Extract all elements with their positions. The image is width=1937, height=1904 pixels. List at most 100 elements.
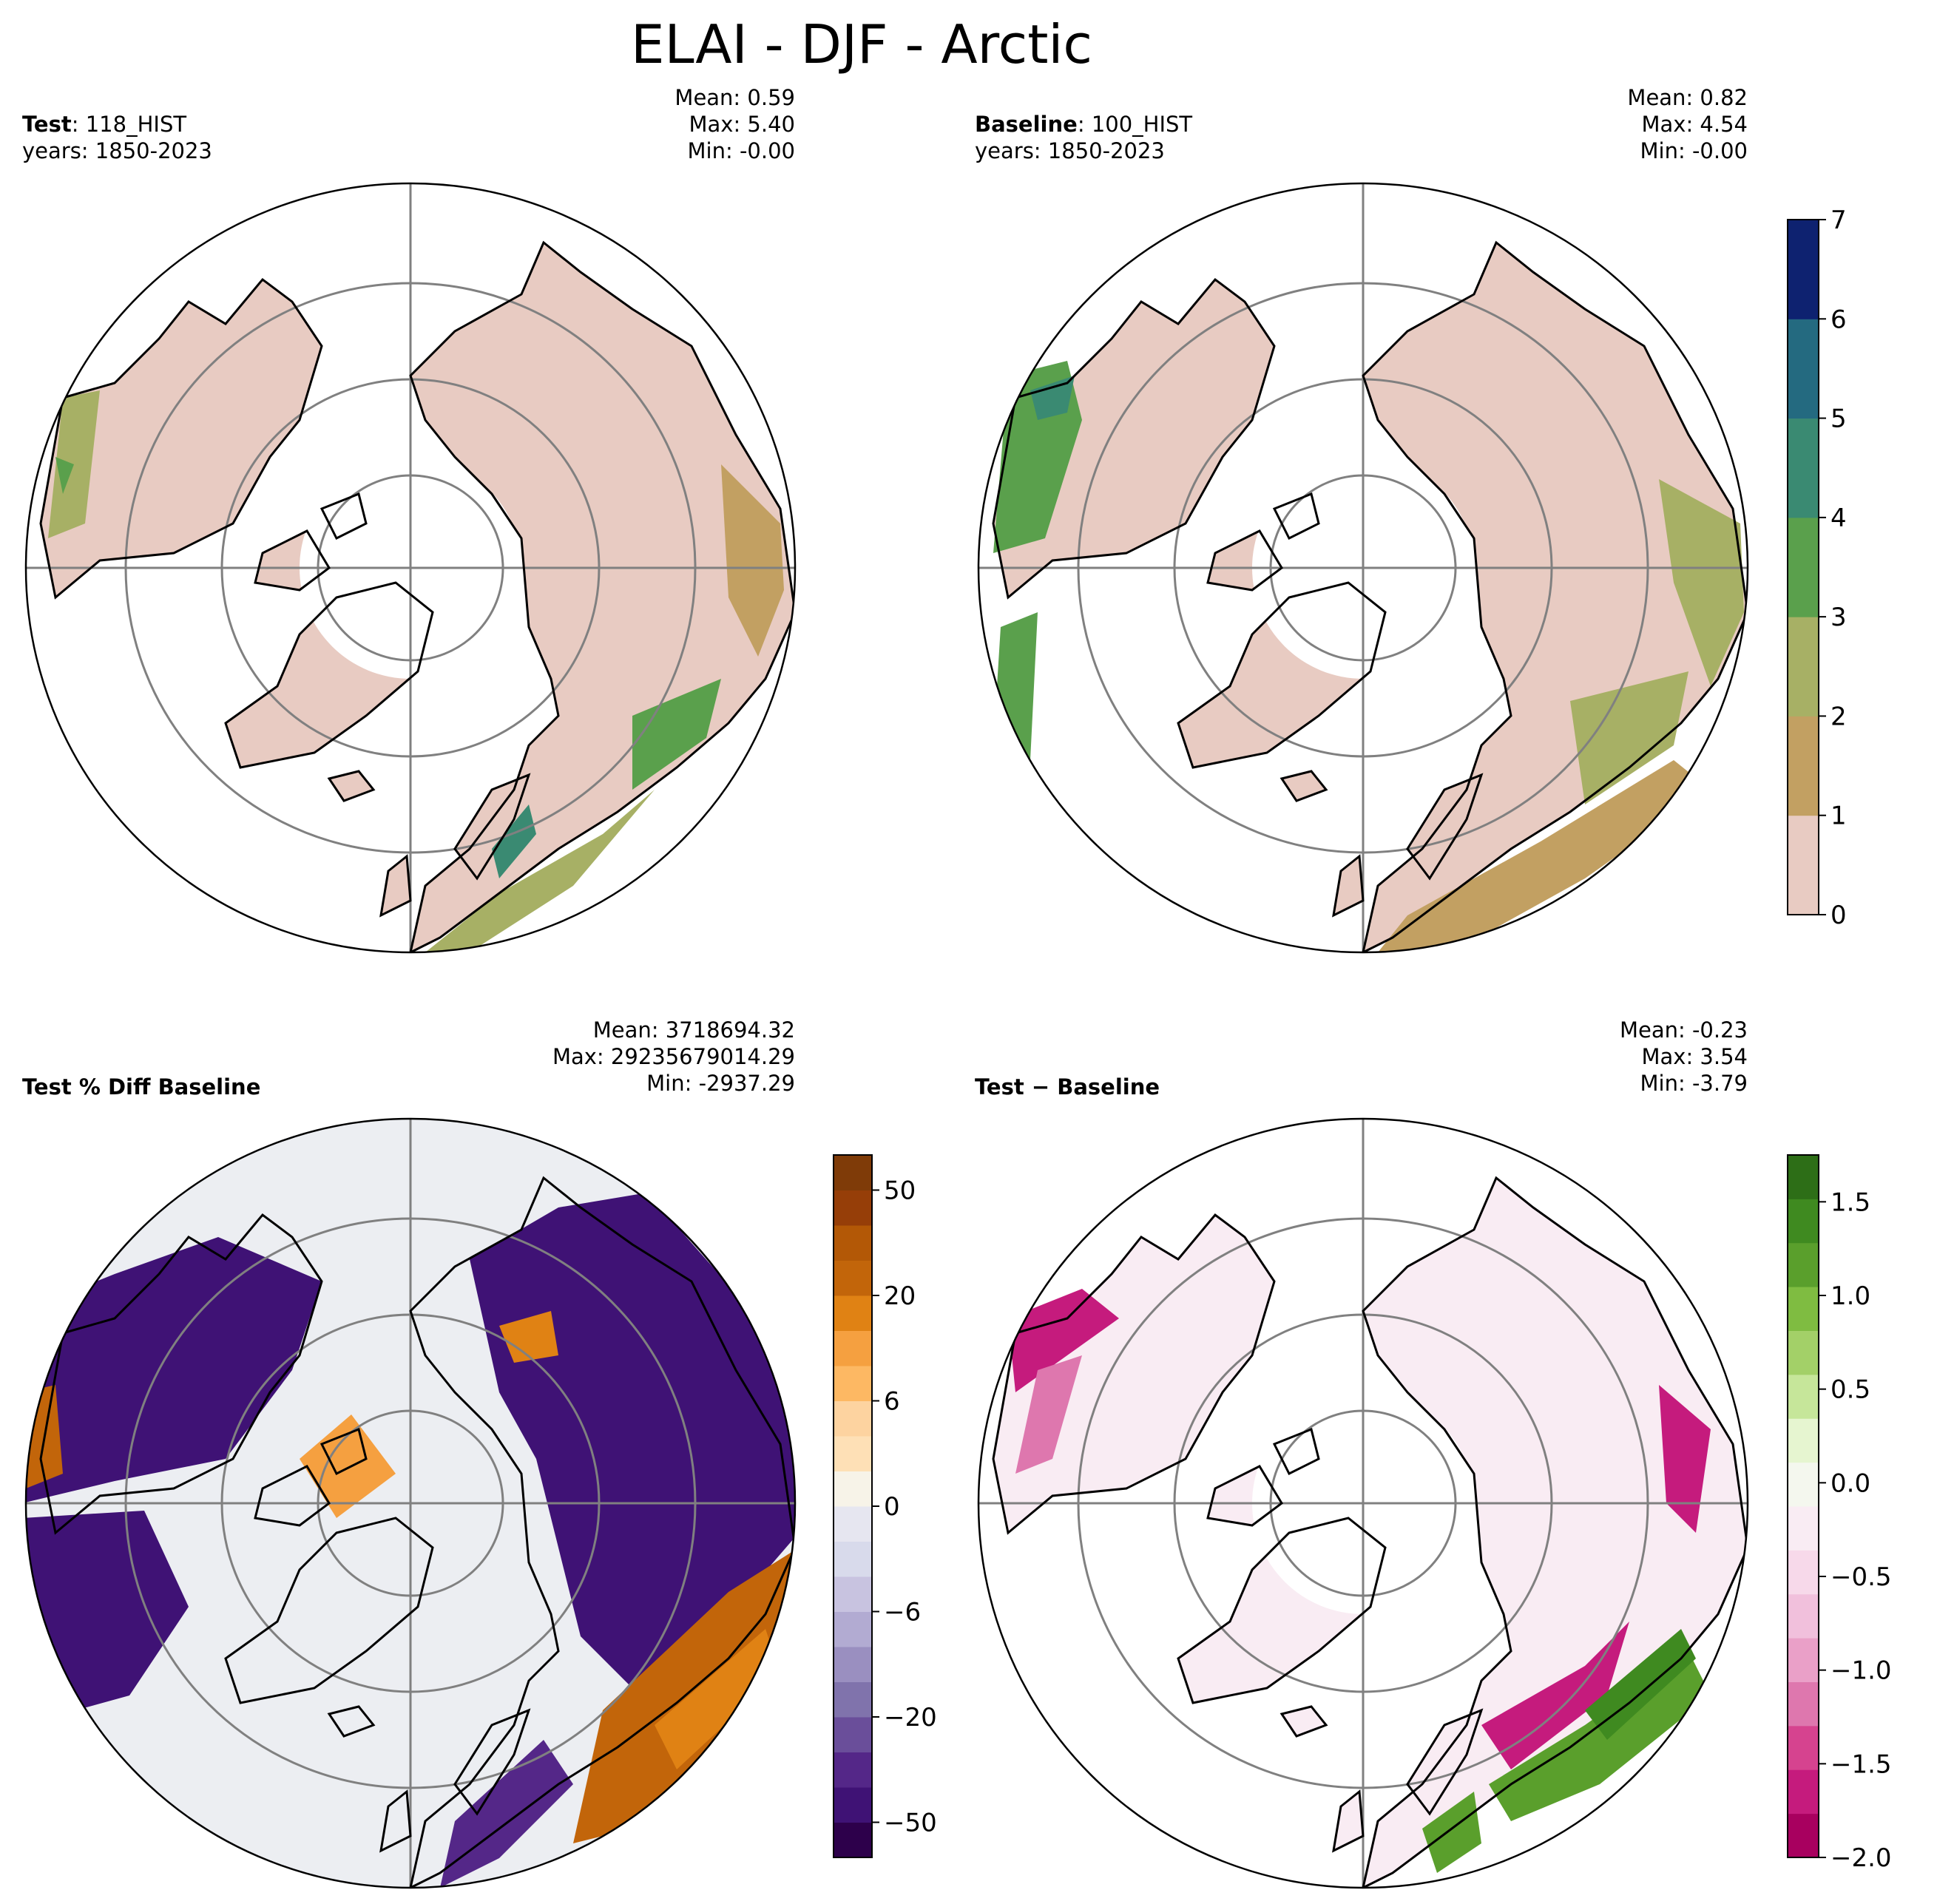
diff-colorbar-segment <box>1788 1374 1819 1419</box>
pct-colorbar-segment <box>834 1647 872 1682</box>
pctdiff-min: Min: -2937.29 <box>646 1071 795 1096</box>
pct-colorbar-segment <box>834 1400 872 1437</box>
diff-label: Test − Baseline <box>975 1074 1160 1100</box>
elai-colorbar-segment <box>1788 418 1819 518</box>
diff-colorbar-segment <box>1788 1199 1819 1244</box>
pct-colorbar-segment <box>834 1752 872 1788</box>
diff-colorbar-tick-label: −1.0 <box>1830 1656 1892 1686</box>
pct-colorbar-segment <box>834 1471 872 1507</box>
pct-colorbar-tick-label: 50 <box>884 1176 916 1206</box>
test-years: years: 1850-2023 <box>22 138 212 163</box>
diff-colorbar-segment <box>1788 1638 1819 1682</box>
pctdiff-colorbar: −50 −20 −6 0 6 20 50 <box>833 1154 937 1858</box>
diff-map <box>977 1117 1749 1889</box>
pct-colorbar-tick-label: −50 <box>884 1809 937 1838</box>
baseline-years: years: 1850-2023 <box>975 138 1165 163</box>
test-label: Test <box>22 112 72 137</box>
pct-colorbar-segment <box>834 1541 872 1577</box>
diff-colorbar-segment <box>1788 1330 1819 1375</box>
diff-header: Test − Baseline <box>975 1074 1160 1100</box>
elai-colorbar-segment <box>1788 617 1819 716</box>
pct-colorbar-segment <box>834 1506 872 1542</box>
diff-min: Min: -3.79 <box>1640 1071 1748 1096</box>
pct-colorbar-segment <box>834 1611 872 1647</box>
diff-colorbar-tick-label: 1.0 <box>1830 1281 1870 1311</box>
elai-colorbar-segment <box>1788 716 1819 816</box>
pct-colorbar-segment <box>834 1787 872 1823</box>
pct-colorbar-segment <box>834 1155 872 1190</box>
diff-colorbar: −2.0 −1.5 −1.0 −0.5 0.0 0.5 1.0 1.5 <box>1787 1154 1892 1873</box>
elai-colorbar: 0 1 2 3 4 5 6 7 <box>1787 206 1847 930</box>
test-max: Max: 5.40 <box>689 112 795 137</box>
test-mean: Mean: 0.59 <box>675 85 795 110</box>
pctdiff-stats: Mean: 3718694.32 Max: 29235679014.29 Min… <box>425 1017 795 1097</box>
baseline-map <box>977 182 1749 954</box>
pct-colorbar-tick-label: −6 <box>884 1598 921 1627</box>
elai-colorbar-tick-label: 0 <box>1830 901 1847 930</box>
pct-colorbar-segment <box>834 1576 872 1612</box>
baseline-mean: Mean: 0.82 <box>1627 85 1748 110</box>
elai-colorbar-tick-label: 1 <box>1830 802 1847 831</box>
pct-colorbar-segment <box>834 1681 872 1718</box>
elai-colorbar-tick-label: 4 <box>1830 504 1847 533</box>
pct-colorbar-segment <box>834 1260 872 1296</box>
baseline-min: Min: -0.00 <box>1640 138 1748 163</box>
pctdiff-label: Test % Diff Baseline <box>22 1074 261 1100</box>
elai-colorbar-segment <box>1788 517 1819 617</box>
diff-colorbar-segment <box>1788 1462 1819 1507</box>
elai-colorbar-tick-label: 6 <box>1830 305 1847 334</box>
pct-colorbar-segment <box>834 1190 872 1226</box>
baseline-stats: Mean: 0.82 Max: 4.54 Min: -0.00 <box>1470 84 1748 164</box>
diff-colorbar-tick-label: 0.5 <box>1830 1375 1870 1405</box>
diff-colorbar-tick-label: −2.0 <box>1830 1843 1892 1873</box>
diff-colorbar-segment <box>1788 1418 1819 1463</box>
elai-colorbar-segment <box>1788 220 1819 319</box>
diff-colorbar-segment <box>1788 1550 1819 1595</box>
elai-colorbar-segment <box>1788 815 1819 915</box>
elai-colorbar-segment <box>1788 319 1819 419</box>
pctdiff-map <box>24 1117 797 1889</box>
diff-mean: Mean: -0.23 <box>1619 1017 1748 1043</box>
elai-colorbar-tick-label: 5 <box>1830 404 1847 434</box>
diff-colorbar-tick-label: −1.5 <box>1830 1749 1892 1779</box>
diff-colorbar-tick-label: 1.5 <box>1830 1188 1870 1217</box>
elai-colorbar-tick-label: 7 <box>1830 206 1847 235</box>
pct-colorbar-segment <box>834 1295 872 1331</box>
test-stats: Mean: 0.59 Max: 5.40 Min: -0.00 <box>518 84 795 164</box>
baseline-max: Max: 4.54 <box>1641 112 1748 137</box>
diff-colorbar-tick-label: −0.5 <box>1830 1562 1892 1592</box>
test-case-name: 118_HIST <box>85 112 187 137</box>
baseline-label: Baseline <box>975 112 1078 137</box>
pctdiff-header: Test % Diff Baseline <box>22 1074 260 1100</box>
diff-colorbar-segment <box>1788 1287 1819 1331</box>
test-min: Min: -0.00 <box>687 138 795 163</box>
pct-colorbar-tick-label: 20 <box>884 1281 916 1311</box>
diff-colorbar-segment <box>1788 1725 1819 1770</box>
pct-colorbar-tick-label: 6 <box>884 1387 900 1417</box>
diff-stats: Mean: -0.23 Max: 3.54 Min: -3.79 <box>1470 1017 1748 1097</box>
diff-colorbar-segment <box>1788 1681 1819 1727</box>
diff-colorbar-segment <box>1788 1593 1819 1639</box>
baseline-header: Baseline: 100_HIST years: 1850-2023 <box>975 112 1193 163</box>
diff-colorbar-frame <box>1787 1154 1819 1858</box>
pct-colorbar-segment <box>834 1717 872 1752</box>
pctdiff-mean: Mean: 3718694.32 <box>592 1017 795 1043</box>
pct-colorbar-segment <box>834 1330 872 1366</box>
pct-colorbar-segment <box>834 1436 872 1471</box>
pct-colorbar-segment <box>834 1225 872 1261</box>
diff-colorbar-segment <box>1788 1813 1819 1858</box>
elai-colorbar-tick-label: 2 <box>1830 702 1847 731</box>
diff-colorbar-segment <box>1788 1769 1819 1815</box>
pctdiff-max: Max: 29235679014.29 <box>552 1044 795 1069</box>
pct-colorbar-tick-label: −20 <box>884 1703 937 1732</box>
pct-colorbar-segment <box>834 1822 872 1858</box>
test-map <box>24 182 797 954</box>
diff-colorbar-segment <box>1788 1506 1819 1551</box>
diff-colorbar-segment <box>1788 1242 1819 1287</box>
pct-colorbar-segment <box>834 1366 872 1401</box>
baseline-case-name: 100_HIST <box>1091 112 1193 137</box>
test-header: Test: 118_HIST years: 1850-2023 <box>22 112 212 163</box>
diff-colorbar-tick-label: 0.0 <box>1830 1468 1870 1498</box>
elai-colorbar-frame <box>1787 219 1819 915</box>
pct-colorbar-tick-label: 0 <box>884 1492 900 1522</box>
